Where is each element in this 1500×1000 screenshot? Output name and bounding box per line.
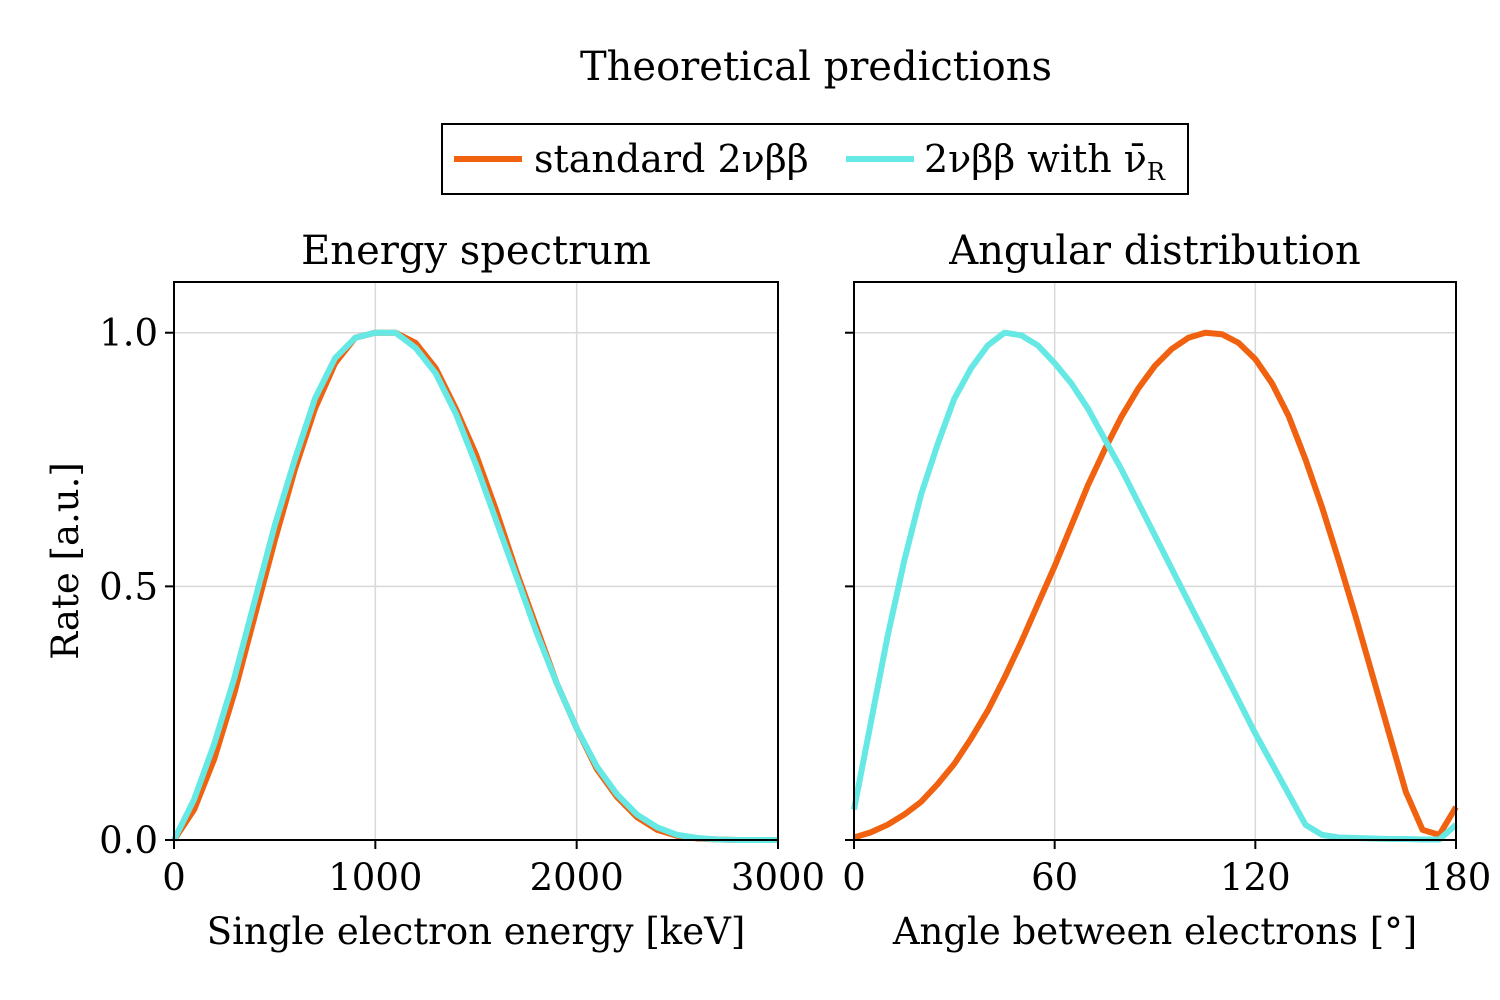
energy-series-right-handed-line bbox=[171, 329, 778, 843]
angular-distribution-panel: 0 60 120 180 Angular distribution Angle betwe… bbox=[842, 228, 1491, 953]
energy-xtick-label-3: 3000 bbox=[731, 856, 825, 899]
legend-label-right-handed-main: 2νββ with ν̄ bbox=[924, 137, 1147, 181]
energy-plot-frame bbox=[173, 281, 779, 841]
energy-ytick-label-1: 0.5 bbox=[99, 565, 158, 608]
angle-x-axis-label: Angle between electrons [°] bbox=[892, 910, 1417, 953]
energy-x-axis-label: Single electron energy [keV] bbox=[207, 910, 746, 953]
legend-box bbox=[441, 123, 1189, 195]
legend-label-right-handed-subscript: R bbox=[1147, 158, 1166, 186]
figure-title: Theoretical predictions bbox=[580, 44, 1052, 90]
legend-label-right-handed: 2νββ with ν̄R bbox=[924, 137, 1166, 186]
angle-xtick-label-0: 0 bbox=[842, 856, 866, 899]
angle-series-right-handed-line bbox=[851, 329, 1458, 843]
energy-y-axis-label: Rate [a.u.] bbox=[44, 462, 87, 660]
energy-ytick-label-2: 1.0 bbox=[99, 312, 158, 355]
energy-panel-title: Energy spectrum bbox=[301, 228, 651, 274]
legend-label-standard: standard 2νββ bbox=[534, 137, 809, 181]
angle-plot-frame bbox=[853, 281, 1457, 841]
angle-xtick-label-2: 120 bbox=[1220, 856, 1291, 899]
energy-xtick-label-0: 0 bbox=[162, 856, 186, 899]
angle-xtick-label-3: 180 bbox=[1421, 856, 1492, 899]
energy-ytick-label-0: 0.0 bbox=[99, 819, 158, 862]
angle-panel-title: Angular distribution bbox=[948, 228, 1360, 274]
angle-xtick-label-1: 60 bbox=[1031, 856, 1078, 899]
energy-xtick-label-2: 2000 bbox=[530, 856, 624, 899]
angle-series-standard-line bbox=[853, 329, 1459, 841]
energy-xtick-label-1: 1000 bbox=[328, 856, 422, 899]
energy-spectrum-panel: 0 1000 2000 3000 0.0 0.5 1.0 Energy spectrum Sin… bbox=[44, 228, 825, 953]
legend: standard 2νββ 2νββ with ν̄R bbox=[441, 123, 1189, 195]
